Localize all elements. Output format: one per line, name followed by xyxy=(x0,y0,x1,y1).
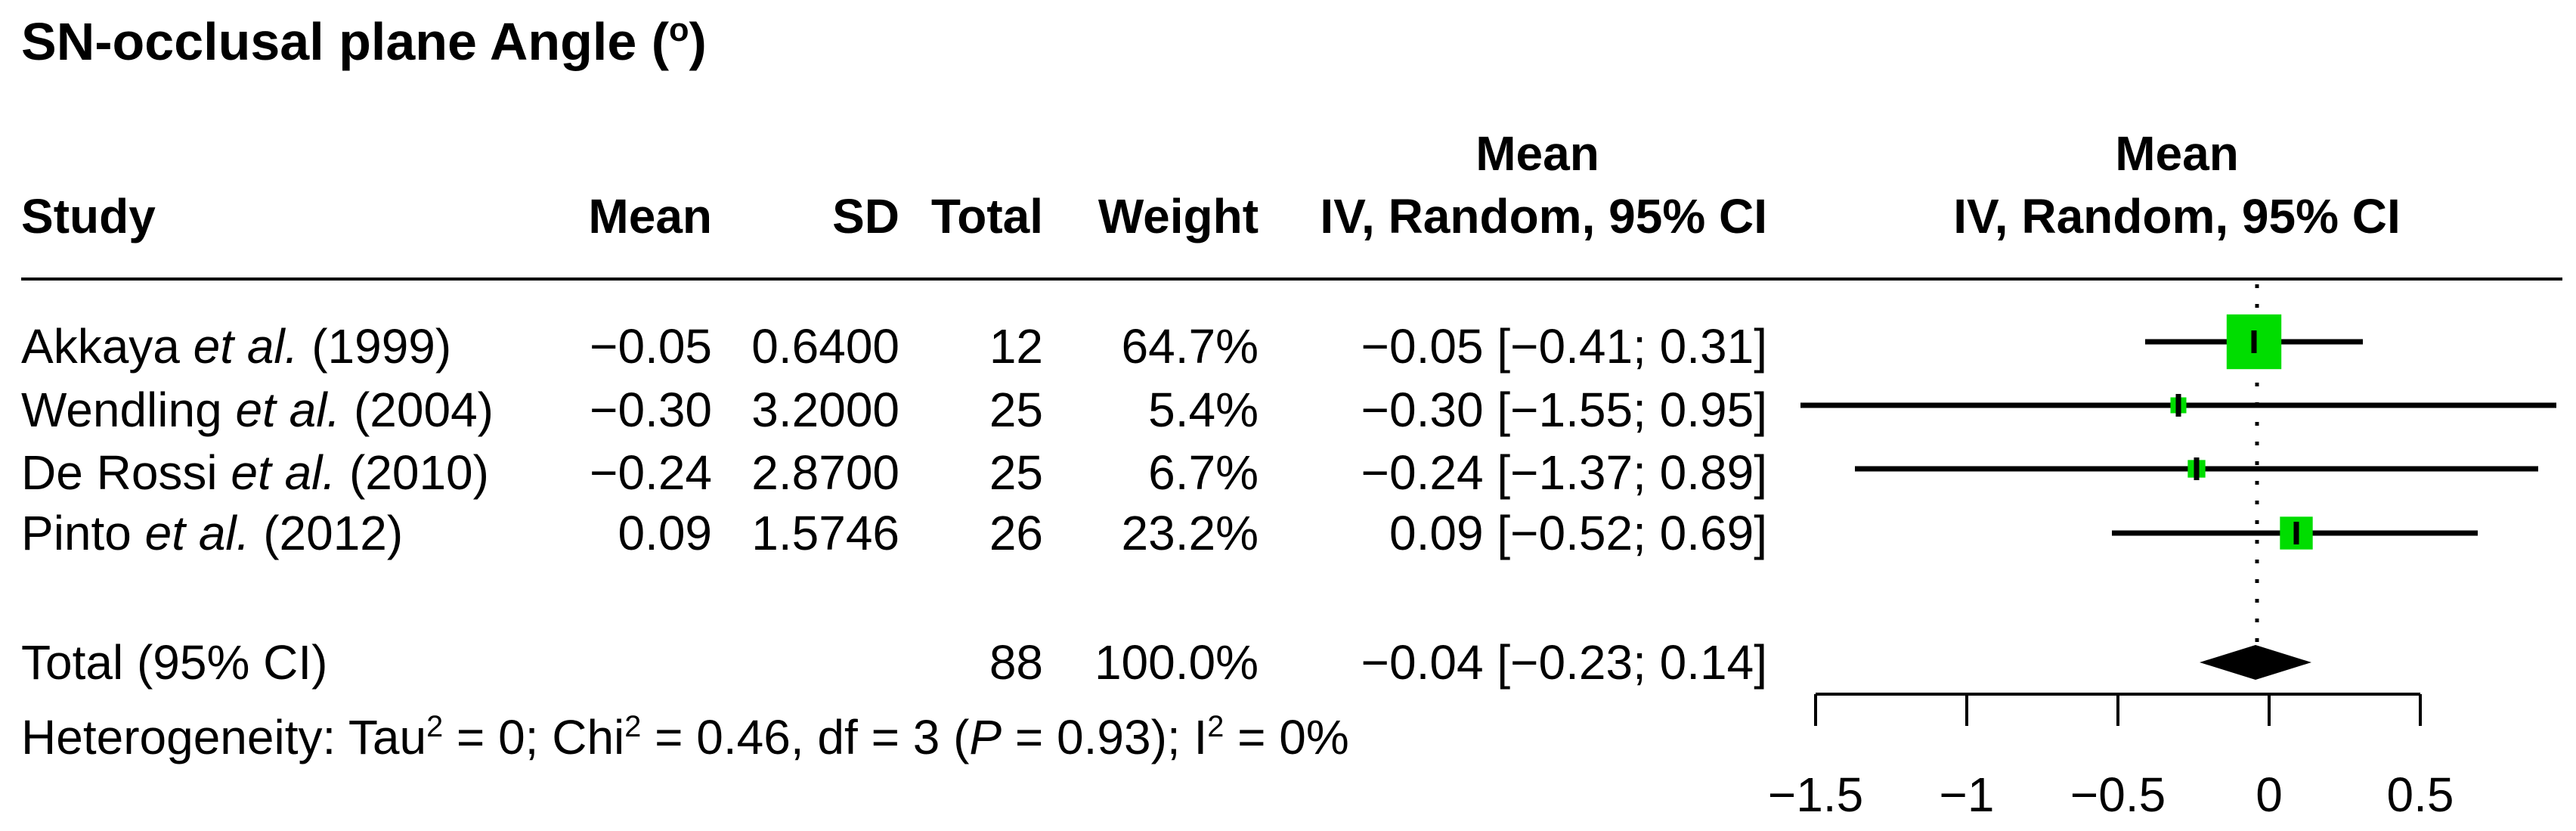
effect-marker xyxy=(2251,330,2257,353)
study-row-label: Wendling et al. (2004) xyxy=(21,386,494,434)
effect-marker xyxy=(2194,457,2200,480)
text-segment: Heterogeneity: Tau xyxy=(21,710,427,764)
col-header-mean: Mean xyxy=(588,189,712,243)
study-row-total: 12 xyxy=(989,319,1043,374)
axis-tick-label: −0.5 xyxy=(2070,767,2166,822)
text-segment: ) xyxy=(689,12,707,71)
axis-tick-label: −1.5 xyxy=(1768,767,1863,822)
study-row-total: 26 xyxy=(989,506,1043,560)
total-row-weight: 100.0% xyxy=(1094,635,1259,690)
superscript: 2 xyxy=(624,710,642,743)
study-row-label: Akkaya et al. (1999) xyxy=(21,322,451,371)
text-segment: (2012) xyxy=(249,506,404,560)
effect-marker xyxy=(2175,394,2181,417)
text-segment: = 0.93); I xyxy=(1002,710,1208,764)
axis-tick-label: 0.5 xyxy=(2387,767,2454,822)
figure-title: SN-occlusal plane Angle (o) xyxy=(21,11,707,71)
study-row-sd: 2.8700 xyxy=(751,445,899,500)
study-row-mean: −0.24 xyxy=(590,445,712,500)
col-header-sd: SD xyxy=(832,189,899,243)
text-segment: (2010) xyxy=(336,445,489,500)
study-row-label: De Rossi et al. (2010) xyxy=(21,448,489,497)
italic-text: et al. xyxy=(193,319,299,374)
text-segment: = 0.46, df = 3 ( xyxy=(641,710,970,764)
heterogeneity-note: Heterogeneity: Tau2 = 0; Chi2 = 0.46, df… xyxy=(21,710,1349,764)
text-segment: SN-occlusal plane Angle ( xyxy=(21,12,670,71)
italic-text: et al. xyxy=(144,506,250,560)
text-segment: (1999) xyxy=(298,319,452,374)
superscript: 2 xyxy=(1207,710,1225,743)
text-segment: (2004) xyxy=(340,383,494,437)
col-header-effect-model: IV, Random, 95% CI xyxy=(1320,189,1767,243)
text-segment: Akkaya xyxy=(21,319,194,374)
axis-tick-label: 0 xyxy=(2256,767,2283,822)
study-row-weight: 6.7% xyxy=(1148,445,1259,500)
study-row-label: Pinto et al. (2012) xyxy=(21,509,403,557)
italic-text: et al. xyxy=(231,445,336,500)
col-header-plot-model: IV, Random, 95% CI xyxy=(1953,189,2401,243)
study-row-total: 25 xyxy=(989,445,1043,500)
col-header-plot-mean: Mean xyxy=(2115,126,2239,181)
study-row-sd: 1.5746 xyxy=(751,506,899,560)
study-row-weight: 5.4% xyxy=(1148,383,1259,437)
text-segment: = 0; Chi xyxy=(443,710,625,764)
study-row-ci-text: −0.05 [−0.41; 0.31] xyxy=(1361,319,1767,374)
italic-text: P xyxy=(969,710,1002,764)
text-segment: De Rossi xyxy=(21,445,231,500)
total-row-ci-text: −0.04 [−0.23; 0.14] xyxy=(1361,635,1767,690)
axis-tick-label: −1 xyxy=(1940,767,1995,822)
superscript: 2 xyxy=(426,710,444,743)
study-row-mean: −0.30 xyxy=(590,383,712,437)
superscript: o xyxy=(669,11,689,48)
text-segment: Pinto xyxy=(21,506,145,560)
study-row-ci-text: 0.09 [−0.52; 0.69] xyxy=(1389,506,1767,560)
study-row-sd: 3.2000 xyxy=(751,383,899,437)
text-segment: = 0% xyxy=(1224,710,1349,764)
study-row-ci-text: −0.24 [−1.37; 0.89] xyxy=(1361,445,1767,500)
summary-diamond xyxy=(2200,645,2311,680)
study-row-mean: −0.05 xyxy=(590,319,712,374)
header-separator xyxy=(21,278,2562,281)
study-row-total: 25 xyxy=(989,383,1043,437)
study-row-sd: 0.6400 xyxy=(751,319,899,374)
col-header-study: Study xyxy=(21,189,156,243)
col-header-effect-mean: Mean xyxy=(1475,126,1599,181)
total-row-label: Total (95% CI) xyxy=(21,635,328,690)
study-row-weight: 64.7% xyxy=(1121,319,1259,374)
col-header-weight: Weight xyxy=(1098,189,1259,243)
total-row-n: 88 xyxy=(989,635,1043,690)
study-row-ci-text: −0.30 [−1.55; 0.95] xyxy=(1361,383,1767,437)
study-row-mean: 0.09 xyxy=(618,506,712,560)
effect-marker xyxy=(2293,522,2299,544)
italic-text: et al. xyxy=(235,383,341,437)
study-row-weight: 23.2% xyxy=(1121,506,1259,560)
col-header-total: Total xyxy=(930,189,1043,243)
text-segment: Wendling xyxy=(21,383,236,437)
